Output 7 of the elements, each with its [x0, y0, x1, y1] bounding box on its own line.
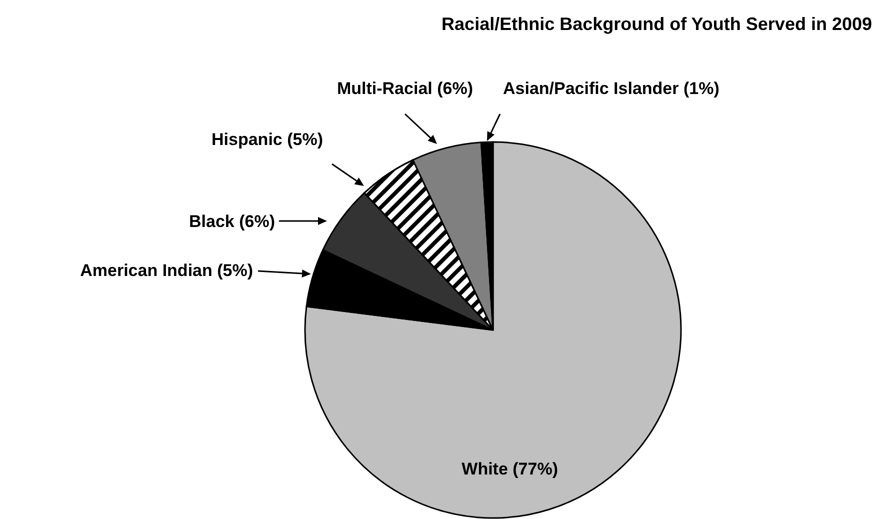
chart-title: Racial/Ethnic Background of Youth Served in 2009: [442, 14, 872, 34]
slice-label: Asian/Pacific Islander (1%): [503, 79, 720, 98]
slice-label: Black (6%): [189, 212, 275, 231]
slice-label: White (77%): [462, 459, 558, 478]
slice-label: Hispanic (5%): [212, 130, 323, 149]
slice-label: American Indian (5%): [80, 261, 253, 280]
slice-label: Multi-Racial (6%): [336, 79, 473, 98]
